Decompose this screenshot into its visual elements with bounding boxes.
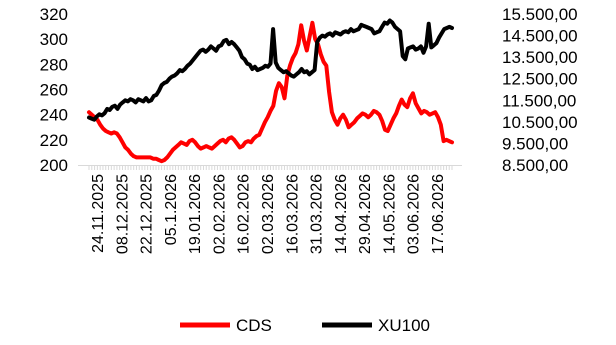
right-y-axis-ticks: 15.500,00 14.500,00 13.500,00 12.500,00 11.5… (502, 5, 578, 175)
legend-label-xu100: XU100 (378, 316, 430, 335)
right-y-tick-label: 8.500,00 (502, 156, 568, 175)
x-tick-label: 05.1.2026 (163, 174, 180, 245)
x-axis-labels: 24.11.2025 08.12.2025 22.12.2025 05.1.2026 1… (90, 174, 447, 254)
x-tick-label: 08.12.2025 (114, 174, 131, 254)
right-y-tick-label: 14.500,00 (502, 27, 578, 46)
x-tick-label: 14.05.2026 (381, 174, 398, 254)
left-y-tick-label: 320 (40, 5, 68, 24)
left-y-axis-ticks: 320 300 280 260 240 220 200 (40, 5, 68, 175)
right-y-tick-label: 12.500,00 (502, 70, 578, 89)
x-tick-label: 16.03.2026 (284, 174, 301, 254)
legend-label-cds: CDS (236, 316, 272, 335)
right-y-tick-label: 11.500,00 (502, 91, 576, 110)
x-tick-label: 02.03.2026 (260, 174, 277, 254)
x-tick-label: 03.06.2026 (406, 174, 423, 254)
x-tick-label: 14.04.2026 (333, 174, 350, 254)
x-tick-label: 24.11.2025 (90, 174, 107, 253)
left-y-tick-label: 260 (40, 81, 68, 100)
left-y-tick-label: 200 (40, 156, 68, 175)
left-y-tick-label: 300 (40, 30, 68, 49)
series-line-xu100 (87, 18, 454, 122)
x-tick-label: 02.02.2026 (211, 174, 228, 254)
right-y-tick-label: 9.500,00 (502, 134, 568, 153)
series-layer (87, 18, 454, 164)
right-y-tick-label: 15.500,00 (502, 5, 578, 24)
x-tick-label: 17.06.2026 (430, 174, 447, 254)
x-tick-label: 31.03.2026 (309, 174, 326, 254)
left-y-tick-label: 280 (40, 55, 68, 74)
series-line-cds (87, 20, 454, 164)
legend: CDS XU100 (180, 316, 430, 335)
right-y-tick-label: 13.500,00 (502, 48, 578, 67)
right-y-tick-label: 10.500,00 (502, 113, 578, 132)
x-axis-ticks (88, 165, 453, 170)
x-tick-label: 22.12.2025 (139, 174, 156, 254)
left-y-tick-label: 220 (40, 131, 68, 150)
x-tick-label: 29.04.2026 (357, 174, 374, 254)
left-y-tick-label: 240 (40, 106, 68, 125)
x-tick-label: 16.02.2026 (236, 174, 253, 254)
x-tick-label: 19.01.2026 (187, 174, 204, 254)
